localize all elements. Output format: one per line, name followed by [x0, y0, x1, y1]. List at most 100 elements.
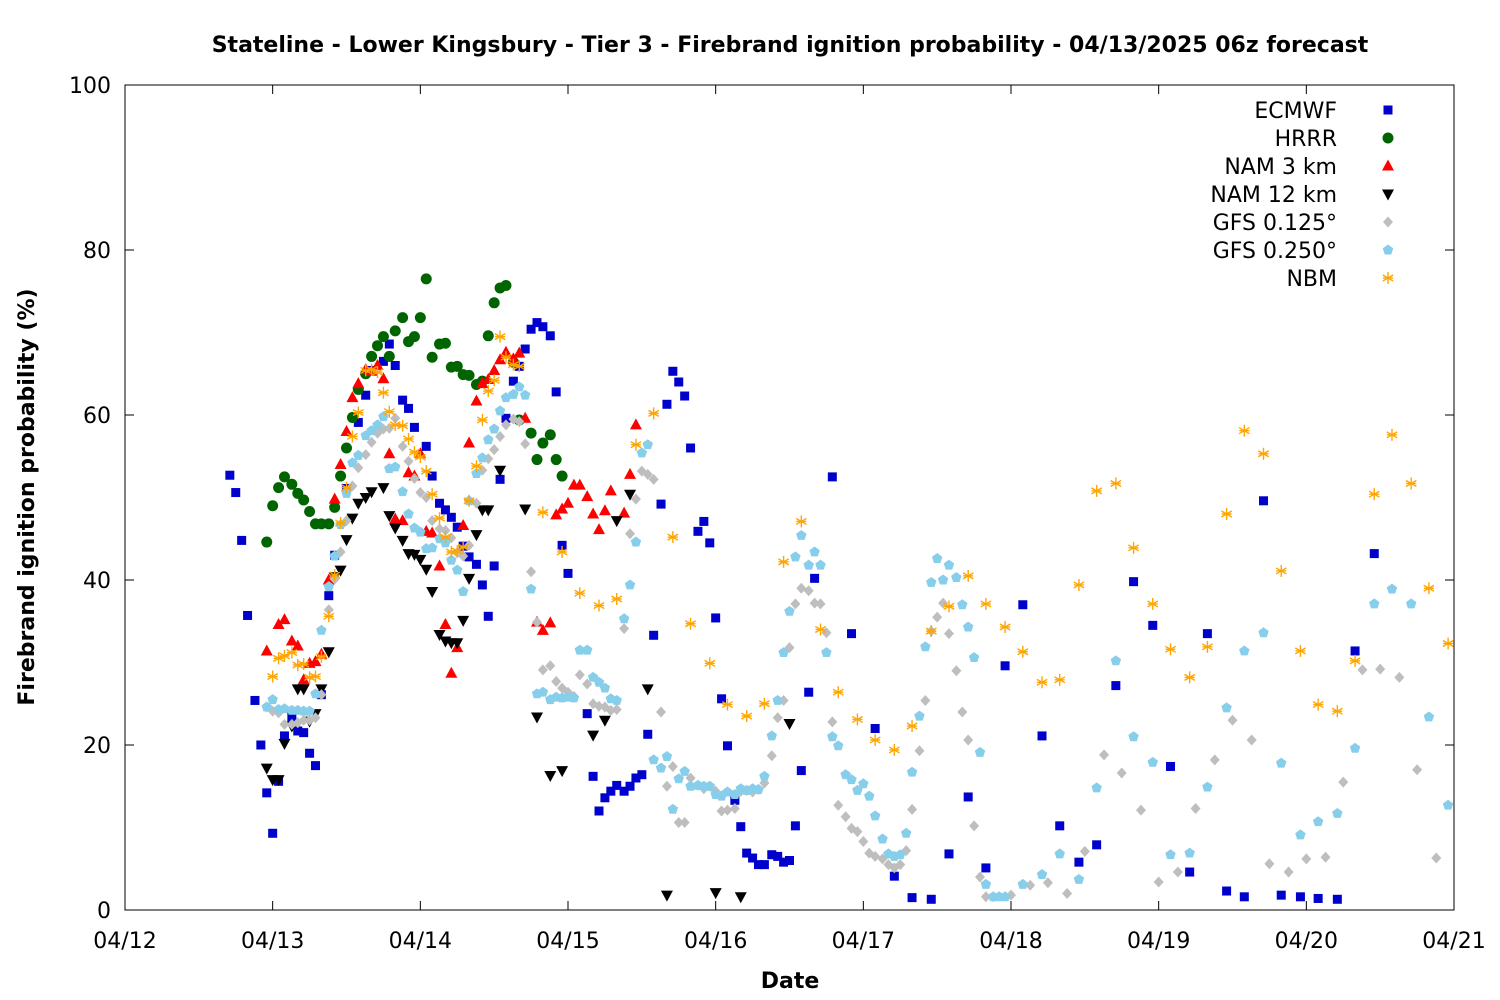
data-point — [297, 684, 310, 696]
data-point — [1386, 428, 1398, 441]
data-point — [1257, 447, 1270, 460]
data-point — [925, 625, 937, 638]
data-point — [962, 621, 974, 632]
data-point — [1221, 702, 1232, 713]
data-point — [969, 820, 980, 832]
data-point — [260, 763, 273, 775]
data-point — [656, 706, 667, 718]
data-point — [389, 325, 401, 337]
data-point — [477, 580, 487, 590]
data-point — [377, 386, 389, 399]
data-point — [538, 322, 548, 332]
data-point — [519, 389, 531, 400]
legend-label: HRRR — [1275, 127, 1337, 152]
data-point — [494, 353, 507, 365]
data-point — [1246, 734, 1257, 746]
data-point — [1332, 894, 1342, 904]
x-tick-label: 04/20 — [1275, 929, 1338, 954]
data-point — [488, 374, 500, 387]
data-point — [260, 644, 273, 656]
data-point — [562, 496, 574, 508]
data-point — [1275, 564, 1287, 577]
data-point — [1349, 654, 1361, 667]
data-point — [346, 430, 358, 443]
data-point — [612, 780, 622, 790]
data-point — [1128, 541, 1140, 554]
data-point — [489, 561, 499, 571]
data-point — [593, 523, 606, 535]
x-tick-label: 04/16 — [684, 929, 747, 954]
data-point — [231, 488, 241, 498]
data-point — [1054, 848, 1065, 859]
data-point — [833, 799, 844, 811]
data-point — [1412, 764, 1423, 776]
data-point — [610, 516, 623, 528]
data-point — [372, 419, 383, 430]
data-point — [414, 554, 427, 566]
data-point — [729, 803, 740, 815]
data-point — [1116, 767, 1127, 779]
data-point — [796, 529, 807, 540]
data-point — [279, 731, 289, 741]
legend-marker — [1382, 189, 1394, 201]
data-point — [619, 786, 629, 796]
data-point — [1264, 858, 1275, 870]
data-point — [353, 417, 363, 427]
data-point — [268, 828, 278, 838]
data-point — [279, 718, 290, 730]
data-point — [914, 710, 925, 721]
data-point — [1238, 424, 1250, 437]
data-point — [625, 781, 635, 791]
data-point — [748, 853, 758, 863]
data-point — [483, 434, 494, 445]
data-point — [790, 598, 801, 610]
data-point — [421, 441, 431, 451]
data-point — [310, 761, 320, 771]
data-point — [877, 833, 888, 844]
data-point — [642, 439, 653, 450]
data-point — [889, 871, 899, 881]
data-point — [341, 442, 352, 454]
data-point — [869, 810, 881, 821]
data-point — [1110, 655, 1122, 666]
data-point — [851, 713, 863, 726]
data-point — [1221, 508, 1233, 520]
data-point — [451, 360, 463, 372]
data-point — [574, 669, 585, 681]
data-point — [926, 576, 937, 587]
data-point — [1349, 742, 1361, 753]
x-tick-label: 04/14 — [389, 929, 452, 954]
data-point — [352, 377, 365, 389]
data-point — [389, 523, 402, 535]
data-point — [256, 740, 266, 750]
data-point — [377, 483, 390, 495]
data-point — [1172, 866, 1183, 878]
data-point — [1394, 671, 1405, 683]
data-point — [667, 531, 679, 544]
data-point — [630, 536, 642, 547]
data-point — [999, 621, 1011, 634]
data-point — [957, 599, 968, 610]
x-axis-label: Date — [761, 969, 820, 994]
data-point — [1148, 620, 1158, 630]
data-point — [1442, 799, 1454, 810]
data-point — [414, 451, 426, 464]
data-point — [705, 538, 715, 548]
data-point — [1431, 852, 1442, 864]
data-point — [470, 460, 482, 473]
data-point — [520, 438, 531, 450]
data-point — [352, 406, 364, 419]
data-point — [310, 688, 321, 699]
legend-marker — [1382, 159, 1394, 171]
data-point — [525, 583, 537, 594]
data-point — [304, 506, 316, 518]
data-point — [963, 792, 973, 802]
data-point — [758, 697, 770, 710]
data-point — [366, 350, 378, 362]
legend-label: NAM 12 km — [1210, 183, 1337, 208]
x-tick-label: 04/19 — [1127, 929, 1190, 954]
data-point — [944, 849, 954, 859]
data-point — [463, 436, 476, 448]
data-point — [980, 878, 992, 889]
legend-marker — [1383, 216, 1393, 228]
